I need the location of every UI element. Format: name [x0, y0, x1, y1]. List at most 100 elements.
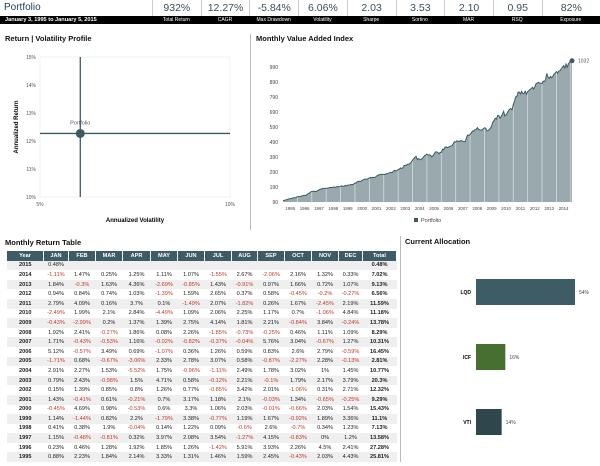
return-cell: -0.81%	[95, 433, 123, 443]
return-cell: 2.6%	[291, 348, 305, 355]
x-tick-label: 2003	[400, 206, 410, 211]
x-tick-label: 1997	[314, 206, 324, 211]
x-tick-label: 2005	[429, 206, 439, 211]
column-header: DEC	[338, 251, 363, 261]
x-tick-label: 2000	[357, 206, 367, 211]
return-cell: 1.63%	[95, 279, 123, 290]
total-cell: 10.31%	[362, 337, 397, 347]
return-cell: 1.17%	[263, 310, 279, 317]
return-cell: -0.48%	[68, 433, 96, 443]
return-cell: 1.28%	[101, 444, 117, 451]
return-cell: 1.43%	[204, 279, 232, 290]
table-row: 1999 1.14% -1.44% 0.82% 2.2% -1.79% 3.38% -0.77…	[7, 414, 397, 424]
return-cell: 2.08%	[177, 433, 205, 443]
return-cell: -0.41%	[68, 394, 96, 405]
x-tick-label: 2010	[501, 206, 511, 211]
return-cell: -0.57%	[73, 348, 91, 355]
x-tick-label: 2006	[444, 206, 454, 211]
return-cell: 2.03%	[311, 452, 339, 463]
return-cell: 0.34%	[317, 425, 333, 432]
return-cell: 1.06%	[210, 406, 226, 413]
total-cell: 10.77%	[370, 367, 389, 374]
return-cell: 0.26%	[257, 298, 285, 309]
return-cell: 0.08%	[156, 329, 172, 336]
return-cell: 0.2%	[95, 318, 123, 328]
return-cell: 1.43%	[43, 394, 69, 405]
category-label: ICF	[463, 355, 471, 361]
return-cell: -0.04%	[231, 337, 258, 347]
stat-value: 2.10	[444, 0, 493, 16]
total-cell: 13.78%	[362, 318, 397, 328]
x-tick-label: 5%	[36, 202, 44, 208]
allocation-bar-vti[interactable]	[476, 409, 502, 435]
column-header: JUN	[177, 251, 205, 261]
return-cell	[338, 260, 363, 271]
return-cell: 1.22%	[183, 425, 199, 432]
return-cell: 1.45%	[342, 367, 359, 374]
table-row: 2010 -2.49% 1.99% 2.1% 2.84% -4.49% 1.09% 2.06%…	[7, 309, 397, 319]
return-cell: 1.81%	[231, 318, 258, 328]
return-cell: 1.85%	[156, 444, 172, 451]
year-cell: 1996	[19, 444, 32, 451]
total-cell: 7.13%	[371, 425, 388, 432]
return-cell: -0.03%	[257, 394, 285, 405]
return-cell: -0.21%	[122, 394, 151, 405]
return-cell: 0.82%	[95, 414, 123, 424]
return-cell: -2.06%	[262, 271, 280, 278]
stat-value: 932%	[152, 0, 201, 16]
return-cell: 2.84%	[128, 310, 145, 317]
return-cell: -0.85%	[209, 387, 227, 394]
return-cell: 2.06%	[210, 310, 226, 317]
return-cell: 0.46%	[74, 444, 90, 451]
return-cell: -0.1%	[257, 375, 285, 386]
return-cell: 3.17%	[177, 394, 205, 405]
return-cell: 2.17%	[311, 375, 339, 386]
return-cell: 0.74%	[101, 291, 117, 298]
portfolio-line	[282, 60, 573, 201]
total-cell: 11.18%	[370, 310, 389, 317]
return-cell: 1.67%	[284, 298, 312, 309]
year-cell: 2002	[19, 387, 32, 394]
return-cell	[122, 260, 151, 271]
return-cell: 1.19%	[231, 414, 258, 424]
return-cell: 1.66%	[284, 279, 312, 290]
return-cell: 2.23%	[68, 452, 96, 463]
return-cell: -0.84%	[284, 318, 312, 328]
year-cell: 1997	[7, 433, 44, 443]
table-row: 1998 0.41% 0.38% 1.9% -0.04% 0.14% 1.22% 0.09% -…	[7, 424, 397, 434]
return-cell: 1.54%	[342, 406, 359, 413]
y-tick-label: 390	[270, 155, 279, 161]
return-cell: -0.27%	[341, 291, 360, 298]
return-cell: 2.01%	[263, 387, 279, 394]
y-tick-label: 290	[270, 170, 279, 176]
total-cell: 11.1%	[362, 414, 397, 424]
allocation-bar-lqd[interactable]	[476, 279, 575, 305]
year-cell: 2010	[19, 310, 32, 317]
summary-header: Portfolio 932% 12.27% -5.84% 6.06% 2.03 3.53 2…	[0, 0, 600, 17]
last-point[interactable]	[569, 58, 575, 64]
return-cell: 1.5%	[122, 375, 151, 386]
return-cell: 1.86%	[128, 329, 145, 336]
portfolio-point[interactable]	[75, 128, 85, 138]
return-cell: -1.27%	[231, 433, 258, 443]
return-cell: 2.79%	[317, 348, 333, 355]
return-cell	[68, 260, 96, 271]
return-cell: -1.11%	[47, 271, 65, 278]
year-cell: 2011	[7, 298, 44, 309]
y-tick-label: 990	[270, 65, 279, 71]
return-cell: 0.84%	[74, 291, 90, 298]
return-cell: 1.11%	[317, 329, 333, 336]
return-cell: 2.07%	[204, 298, 232, 309]
return-cell: 2.67%	[236, 271, 253, 278]
stat-value: 3.53	[395, 0, 445, 16]
return-cell: 0.69%	[128, 348, 145, 355]
return-cell: 1.53%	[101, 367, 117, 374]
return-cell: 3.36%	[338, 414, 363, 424]
return-cell: 2.91%	[48, 367, 64, 374]
return-cell: 1.46%	[204, 452, 232, 463]
table-title: Monthly Return Table	[5, 238, 82, 247]
return-cell: 1.47%	[74, 271, 90, 278]
allocation-bar-icf[interactable]	[476, 344, 506, 370]
return-cell: 0.8%	[130, 387, 143, 394]
year-cell: 1995	[7, 452, 44, 463]
